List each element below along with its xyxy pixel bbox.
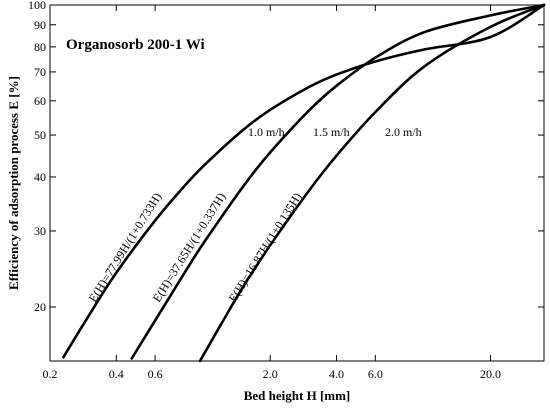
series-curve-1 [130,3,546,360]
y-axis-title: Efficiency of adsorption process E [%] [6,76,21,290]
y-tick-label: 60 [34,94,46,108]
series-curve-0 [62,3,546,359]
curve-layer [62,3,546,363]
y-tick-label: 90 [34,18,46,32]
series-label-1-5: 1.5 m/h [313,125,350,139]
y-tick-label: 80 [34,40,46,54]
y-tick-label: 50 [34,128,46,142]
x-tick-label: 0.6 [148,367,163,381]
x-tick-label: 2.0 [263,367,278,381]
chart-title: Organosorb 200-1 Wi [66,37,205,53]
y-tick-label: 40 [34,170,46,184]
y-tick-label: 20 [34,300,46,314]
x-tick-label: 6.0 [368,367,383,381]
series-label-1-0: 1.0 m/h [248,125,285,139]
y-tick-label: 30 [34,224,46,238]
y-axis-ticks: 20 30 40 50 60 70 80 90 100 [28,0,544,314]
x-tick-label: 20.0 [480,367,501,381]
series-label-2-0: 2.0 m/h [385,125,422,139]
x-axis-title: Bed height H [mm] [244,388,351,403]
x-tick-label: 0.4 [109,367,124,381]
y-tick-label: 100 [28,0,46,12]
y-tick-label: 70 [34,65,46,79]
x-tick-label: 4.0 [329,367,344,381]
x-tick-label: 0.2 [43,367,58,381]
plot-frame [49,4,545,362]
series-curve-2 [198,3,546,363]
x-axis-ticks: 0.2 0.4 0.6 2.0 4.0 6.0 20.0 [43,5,501,381]
